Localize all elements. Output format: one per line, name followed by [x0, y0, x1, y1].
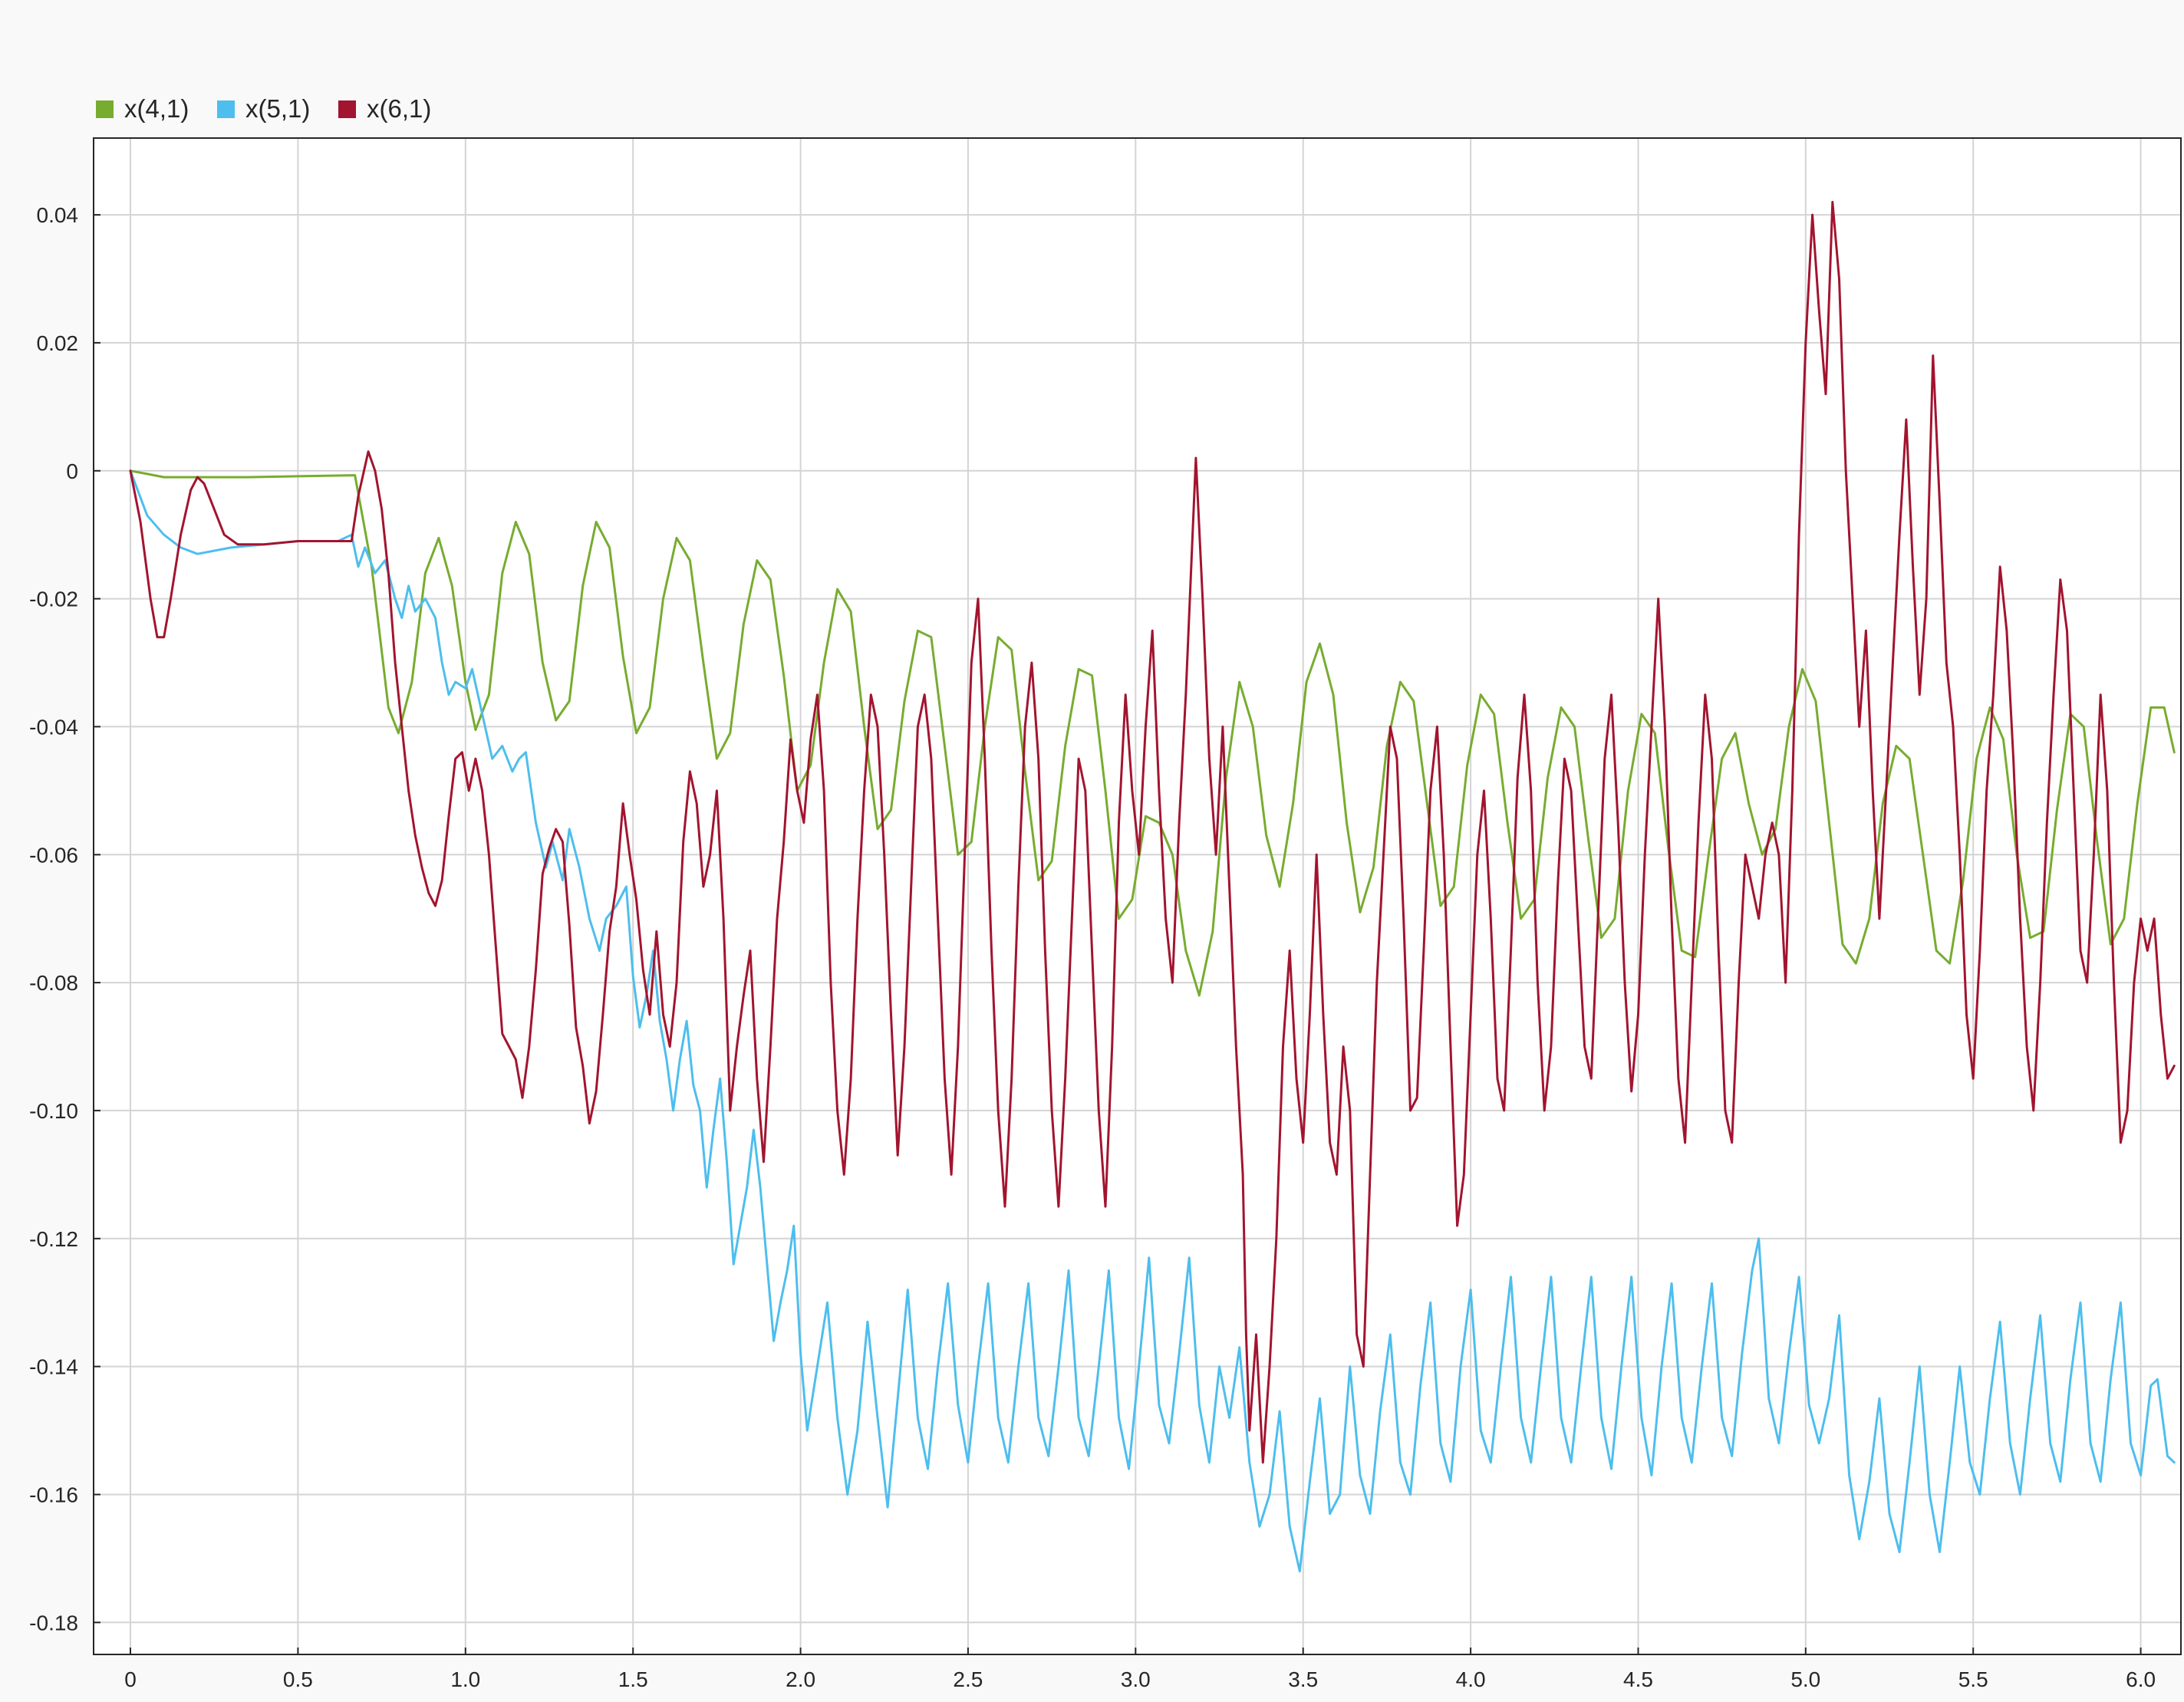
- x-tick-label: 1.5: [618, 1667, 648, 1691]
- x-tick-label: 3.5: [1288, 1667, 1318, 1691]
- plot-area: [94, 138, 2181, 1654]
- x-tick-label: 0: [124, 1667, 137, 1691]
- y-tick-label: -0.06: [29, 843, 78, 867]
- x-tick-label: 4.0: [1456, 1667, 1486, 1691]
- legend-swatch: [96, 100, 114, 118]
- y-tick-label: -0.12: [29, 1227, 78, 1251]
- series-line-1: [129, 469, 2176, 997]
- x-tick-label: 2.0: [786, 1667, 815, 1691]
- y-tick-label: -0.16: [29, 1483, 78, 1507]
- y-tick-label: 0: [66, 459, 78, 483]
- x-tick-label: 4.5: [1623, 1667, 1653, 1691]
- x-tick-label: 3.0: [1121, 1667, 1151, 1691]
- series-line-3: [129, 200, 2176, 1464]
- y-tick-label: -0.14: [29, 1355, 78, 1379]
- legend-label: x(4,1): [124, 94, 189, 123]
- legend-label: x(6,1): [367, 94, 431, 123]
- x-tick-label: 2.5: [953, 1667, 983, 1691]
- x-tick-label: 5.0: [1790, 1667, 1820, 1691]
- y-tick-label: -0.04: [29, 715, 78, 739]
- x-tick-label: 5.5: [1958, 1667, 1988, 1691]
- legend-swatch: [338, 100, 356, 118]
- y-tick-label: -0.10: [29, 1099, 78, 1123]
- series-layer: [129, 200, 2176, 1573]
- x-tick-label: 0.5: [283, 1667, 313, 1691]
- y-tick-label: 0.02: [37, 331, 79, 355]
- legend-item[interactable]: x(6,1): [338, 94, 431, 123]
- legend: x(4,1) x(5,1) x(6,1): [96, 94, 431, 123]
- y-tick-label: 0.04: [37, 203, 79, 227]
- legend-item[interactable]: x(4,1): [96, 94, 189, 123]
- y-tick-label: -0.18: [29, 1611, 78, 1635]
- grid-lines: [94, 138, 2181, 1654]
- series-line-2: [129, 469, 2176, 1573]
- x-axis: 0 0.5 1.0 1.5 2.0 2.5 3.0 3.5 4.0 4.5 5.0 5.5 6.0: [124, 1648, 2156, 1691]
- legend-swatch: [217, 100, 235, 118]
- legend-label: x(5,1): [245, 94, 310, 123]
- y-tick-label: -0.08: [29, 971, 78, 995]
- plot-frame: [93, 137, 2182, 1655]
- legend-item[interactable]: x(5,1): [217, 94, 310, 123]
- x-tick-label: 6.0: [2126, 1667, 2156, 1691]
- x-tick-label: 1.0: [450, 1667, 480, 1691]
- y-axis: 0.04 0.02 0 -0.02 -0.04 -0.06 -0.08 -0.10 -0.12 -…: [29, 203, 100, 1635]
- y-tick-label: -0.02: [29, 588, 78, 611]
